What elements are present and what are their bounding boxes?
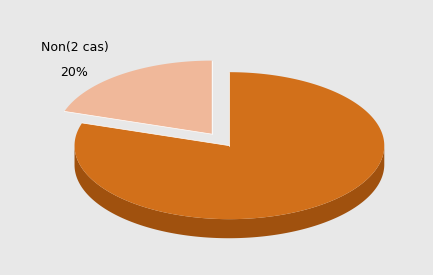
Polygon shape xyxy=(74,146,384,238)
Polygon shape xyxy=(74,72,384,219)
Text: 80%: 80% xyxy=(293,172,321,185)
Text: Non(2 cas): Non(2 cas) xyxy=(41,41,108,54)
Text: 20%: 20% xyxy=(61,66,88,79)
Polygon shape xyxy=(65,60,212,134)
Text: Oui(8 cas): Oui(8 cas) xyxy=(275,147,339,160)
